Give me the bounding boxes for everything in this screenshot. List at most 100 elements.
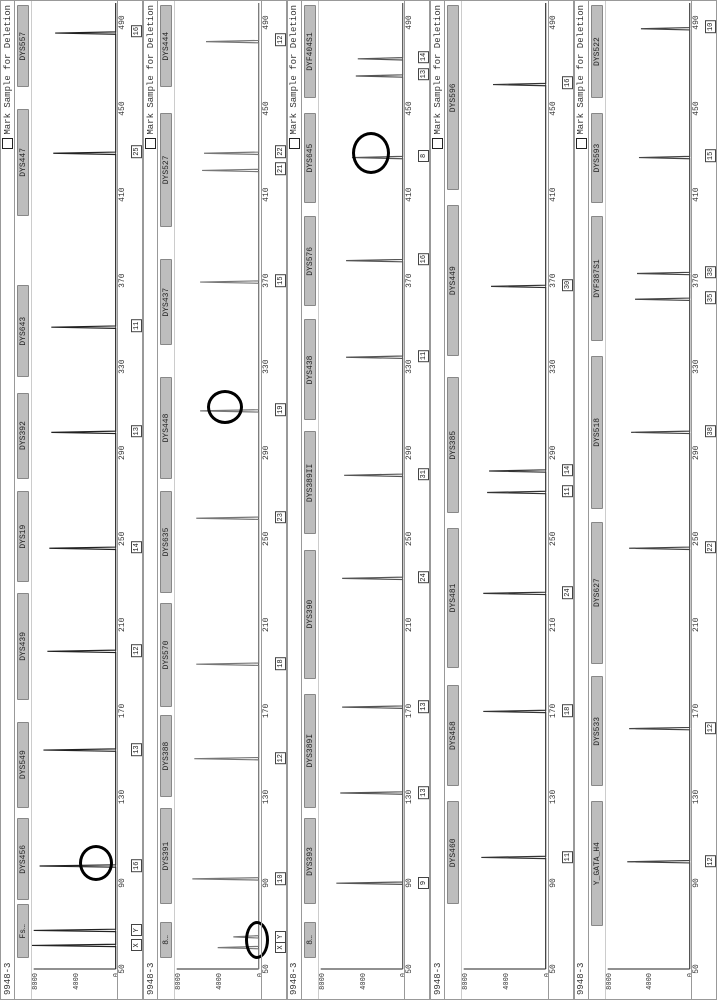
locus-tab[interactable]: DYS635 — [160, 491, 172, 592]
locus-tab[interactable]: DYS645 — [304, 113, 316, 203]
allele-call-box[interactable]: 24 — [562, 586, 573, 598]
allele-call-box[interactable]: 18 — [275, 657, 286, 669]
allele-call-box[interactable]: 16 — [131, 25, 142, 37]
allele-call-box[interactable]: Y — [275, 931, 286, 943]
allele-call-box[interactable]: 8 — [418, 150, 429, 162]
allele-call-box[interactable]: 35 — [705, 292, 716, 304]
x-axis: 5090130170210250290330370410450490 — [117, 1, 130, 999]
locus-tab[interactable]: DYS439 — [17, 593, 29, 701]
allele-call-box[interactable]: 12 — [275, 34, 286, 46]
allele-call-box[interactable]: 22 — [275, 145, 286, 157]
locus-tab[interactable]: DYS596 — [447, 5, 459, 190]
locus-tab[interactable]: DYS576 — [304, 216, 316, 306]
locus-tab[interactable]: 8… — [304, 922, 316, 959]
locus-tab[interactable]: DYS522 — [591, 5, 603, 97]
allele-call-box[interactable]: 12 — [131, 644, 142, 656]
locus-tab[interactable]: DYS389II — [304, 431, 316, 534]
locus-bar: Y_GATA_H4 DYS533 DYS627 DYS518 DYF387S1 DYS59… — [589, 1, 606, 999]
locus-tab[interactable]: DYS389I — [304, 694, 316, 808]
allele-call-box[interactable]: 11 — [131, 320, 142, 332]
locus-tab[interactable]: DYS392 — [17, 393, 29, 479]
allele-call-box[interactable]: 15 — [275, 274, 286, 286]
allele-call-box[interactable]: 13 — [418, 68, 429, 80]
locus-tab[interactable]: DYF387S1 — [591, 216, 603, 341]
locus-tab[interactable]: DYS448 — [160, 377, 172, 478]
allele-call-box[interactable]: 13 — [418, 700, 429, 712]
locus-tab[interactable]: DYS643 — [17, 285, 29, 377]
allele-call-box[interactable]: 21 — [275, 163, 286, 175]
mark-sample-deletion[interactable]: Mark Sample for Deletion — [289, 5, 300, 149]
locus-tab[interactable]: DYS447 — [17, 109, 29, 217]
x-tick-label: 210 — [262, 618, 271, 632]
allele-call-box[interactable]: 24 — [418, 571, 429, 583]
locus-tab[interactable]: DYS570 — [160, 603, 172, 706]
locus-tab[interactable]: DYS627 — [591, 522, 603, 664]
locus-tab[interactable]: DYS557 — [17, 5, 29, 87]
mark-sample-deletion[interactable]: Mark Sample for Deletion — [2, 5, 13, 149]
allele-call-box[interactable]: 12 — [705, 722, 716, 734]
locus-tab[interactable]: DYS460 — [447, 801, 459, 904]
locus-tab[interactable]: 8… — [160, 922, 172, 959]
allele-call-box[interactable]: 15 — [705, 150, 716, 162]
checkbox-icon[interactable] — [2, 138, 13, 149]
allele-call-box[interactable]: 10 — [275, 872, 286, 884]
locus-tab[interactable]: DYF404S1 — [304, 5, 316, 97]
allele-call-box[interactable]: 11 — [418, 350, 429, 362]
locus-tab[interactable]: DYS458 — [447, 685, 459, 786]
allele-call-box[interactable]: X — [275, 942, 286, 954]
allele-call-box[interactable]: 38 — [705, 266, 716, 278]
allele-call-box[interactable]: 13 — [418, 786, 429, 798]
locus-tab[interactable]: Fs… — [17, 904, 29, 958]
allele-call-box[interactable]: 10 — [705, 21, 716, 33]
allele-call-box[interactable]: 13 — [131, 425, 142, 437]
locus-tab[interactable]: DYS385 — [447, 377, 459, 513]
allele-call-box[interactable]: 38 — [705, 425, 716, 437]
allele-call-box[interactable]: 16 — [562, 77, 573, 89]
checkbox-icon[interactable] — [576, 138, 587, 149]
locus-tab[interactable]: DYS437 — [160, 259, 172, 345]
checkbox-icon[interactable] — [432, 138, 443, 149]
allele-call-box[interactable]: 12 — [705, 855, 716, 867]
allele-call-box[interactable]: 9 — [418, 877, 429, 889]
allele-call-box[interactable]: 16 — [418, 253, 429, 265]
locus-tab[interactable]: DYS444 — [160, 5, 172, 87]
allele-call-box[interactable]: 12 — [275, 752, 286, 764]
allele-call-box[interactable]: 30 — [562, 279, 573, 291]
locus-tab[interactable]: DYS481 — [447, 528, 459, 668]
allele-call-box[interactable]: 11 — [562, 485, 573, 497]
locus-tab[interactable]: DYS527 — [160, 113, 172, 227]
allele-call-box[interactable]: 14 — [562, 464, 573, 476]
allele-call-box[interactable]: 13 — [131, 743, 142, 755]
allele-call-box[interactable]: X — [131, 939, 142, 951]
locus-tab[interactable]: DYS593 — [591, 113, 603, 203]
locus-tab[interactable]: DYS518 — [591, 356, 603, 509]
allele-call-box[interactable]: 25 — [131, 145, 142, 157]
locus-tab[interactable]: DYS391 — [160, 808, 172, 905]
allele-call-box[interactable]: 19 — [275, 404, 286, 416]
mark-sample-deletion[interactable]: Mark Sample for Deletion — [576, 5, 587, 149]
allele-call-box[interactable]: 22 — [705, 541, 716, 553]
allele-call-box[interactable]: 14 — [131, 541, 142, 553]
allele-call-box[interactable]: Y — [131, 924, 142, 936]
allele-call-box[interactable]: 14 — [418, 51, 429, 63]
locus-tab[interactable]: DYS449 — [447, 205, 459, 356]
allele-call-box[interactable]: 16 — [131, 860, 142, 872]
checkbox-icon[interactable] — [289, 138, 300, 149]
locus-tab[interactable]: DYS533 — [591, 676, 603, 786]
mark-sample-deletion[interactable]: Mark Sample for Deletion — [432, 5, 443, 149]
locus-tab[interactable]: DYS549 — [17, 722, 29, 808]
locus-tab[interactable]: DYS19 — [17, 491, 29, 581]
checkbox-icon[interactable] — [145, 138, 156, 149]
locus-tab[interactable]: DYS456 — [17, 818, 29, 900]
mark-sample-deletion[interactable]: Mark Sample for Deletion — [145, 5, 156, 149]
allele-call-box[interactable]: 18 — [562, 705, 573, 717]
allele-call-box[interactable]: 11 — [562, 851, 573, 863]
locus-tab[interactable]: DYS390 — [304, 550, 316, 679]
locus-tab[interactable]: DYS388 — [160, 715, 172, 797]
locus-tab[interactable]: DYS393 — [304, 818, 316, 904]
locus-tab[interactable]: DYS438 — [304, 319, 316, 420]
locus-tab[interactable]: Y_GATA_H4 — [591, 801, 603, 926]
allele-call-box[interactable]: 23 — [275, 511, 286, 523]
x-tick-label: 50 — [262, 964, 271, 974]
allele-call-box[interactable]: 31 — [418, 468, 429, 480]
